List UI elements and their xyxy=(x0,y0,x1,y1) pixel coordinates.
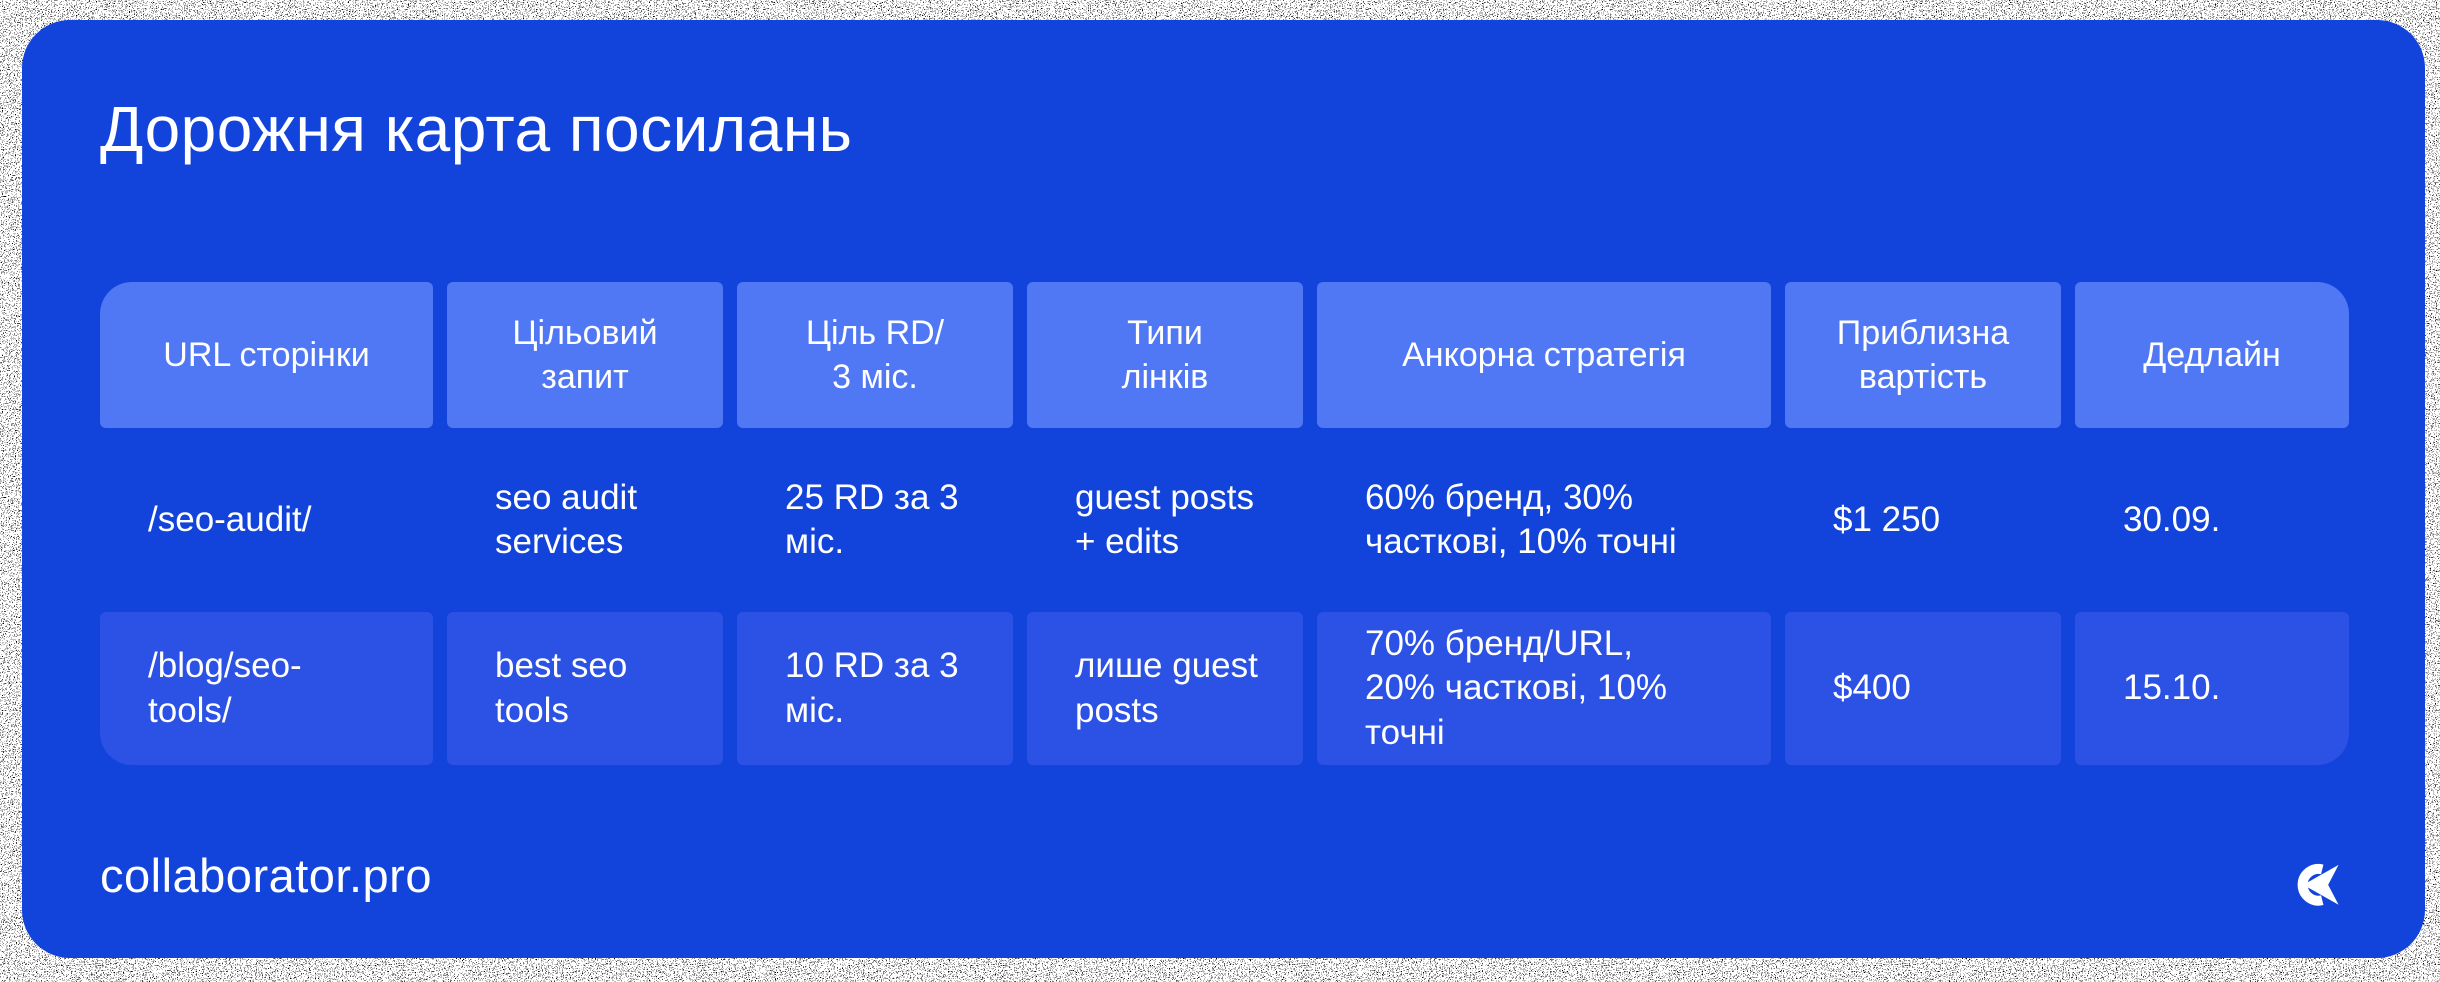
row1-approx-cost-cell: $1 250 xyxy=(1833,499,1941,539)
row2-link-types-cell: лише guest posts xyxy=(1027,612,1303,765)
row2-anchor-strategy-cell: 70% бренд/URL, 20% часткові, 10% точні xyxy=(1317,612,1771,765)
row1-rd-goal-cell: 25 RD за 3 міс. xyxy=(785,477,959,561)
column-header-target-query: Цільовий запит xyxy=(447,282,723,428)
collaborator-logo-icon xyxy=(2297,863,2339,906)
column-header-approx-cost: Приблизна вартість xyxy=(1785,282,2061,428)
page-title: Дорожня карта посилань xyxy=(100,93,853,165)
links-roadmap-table: URL сторінки Цільовий запит Ціль RD/ 3 м… xyxy=(100,282,2349,765)
row2-deadline-cell: 15.10. xyxy=(2075,612,2349,765)
roadmap-card: Дорожня карта посилань URL сторінки Ціль… xyxy=(22,20,2425,958)
row2-approx-cost-cell: $400 xyxy=(1785,612,2061,765)
row1-target-query-cell: seo audit services xyxy=(495,477,638,561)
row2-url-cell: /blog/seo- tools/ xyxy=(100,612,433,765)
column-header-url: URL сторінки xyxy=(100,282,433,428)
column-header-rd-goal: Ціль RD/ 3 міс. xyxy=(737,282,1013,428)
site-url: collaborator.pro xyxy=(100,849,432,902)
row2-target-query-cell: best seo tools xyxy=(447,612,723,765)
column-header-deadline: Дедлайн xyxy=(2075,282,2349,428)
column-header-anchor-strategy: Анкорна стратегія xyxy=(1317,282,1771,428)
row2-rd-goal-cell: 10 RD за 3 міс. xyxy=(737,612,1013,765)
column-header-link-types: Типи лінків xyxy=(1027,282,1303,428)
row1-url-cell: /seo-audit/ xyxy=(148,499,312,539)
row1-anchor-strategy-cell: 60% бренд, 30% часткові, 10% точні xyxy=(1365,477,1677,561)
row1-link-types-cell: guest posts + edits xyxy=(1075,477,1254,561)
row1-deadline-cell: 30.09. xyxy=(2123,499,2221,539)
